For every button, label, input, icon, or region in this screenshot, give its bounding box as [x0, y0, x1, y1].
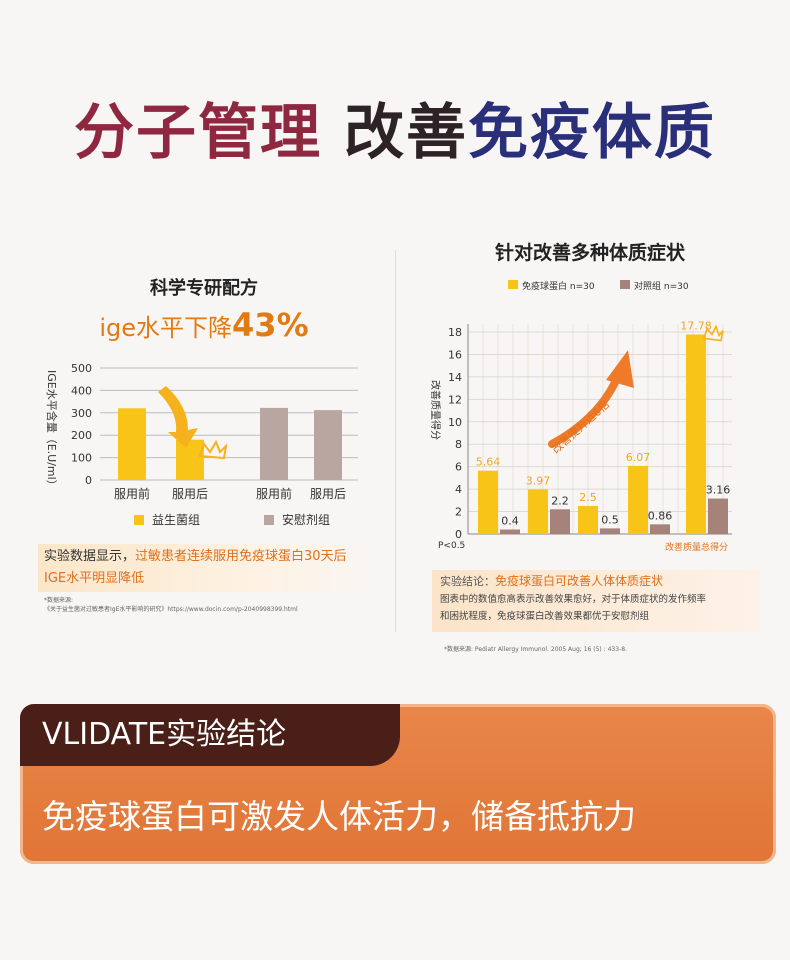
- y-tick-label: 200: [71, 429, 92, 442]
- p-value-label: P<0.5: [438, 541, 465, 551]
- y-tick-label: 6: [455, 461, 462, 474]
- down-arrow-icon: [158, 386, 198, 448]
- data-label: 6.07: [626, 451, 651, 464]
- y-tick-label: 8: [455, 438, 462, 451]
- up-arrow-icon: [548, 372, 622, 448]
- headline-part2: 改善: [344, 98, 468, 168]
- data-label: 3.97: [526, 474, 551, 487]
- x-tick-label: 服用前: [114, 486, 150, 501]
- y-tick-label: 0: [455, 528, 462, 541]
- note-headline: 免疫球蛋白可改善人体体质症状: [495, 574, 664, 588]
- note-highlight-2: IGE水平明显降低: [44, 571, 145, 586]
- bar: [686, 334, 706, 534]
- arrow-head-icon: [606, 350, 634, 388]
- data-label: 3.16: [706, 484, 731, 497]
- note-body-2: 和困扰程度，免疫球蛋白改善效果都优于安慰剂组: [440, 611, 650, 622]
- subtitle-percent: 43%: [232, 306, 309, 344]
- legend-label: 益生菌组: [152, 513, 200, 527]
- legend-swatch: [264, 515, 274, 525]
- y-axis-label: IGE水平含量（E.U/ml）: [45, 370, 59, 491]
- y-tick-label: 0: [85, 474, 92, 487]
- data-label: 2.5: [579, 491, 597, 504]
- bar: [628, 465, 648, 534]
- note-highlight-1: 过敏患者连续服用免疫球蛋白30天后: [135, 549, 347, 564]
- subtitle-text: ige水平下降: [99, 314, 233, 342]
- data-label: 0.86: [648, 509, 673, 522]
- legend-label: 免疫球蛋白 n=30: [522, 280, 595, 292]
- left-source: *数据来源: 《关于益生菌对过敏患者IgE水平影响的研究》https://www…: [44, 596, 384, 614]
- y-tick-label: 14: [448, 371, 462, 384]
- bar: [260, 407, 288, 480]
- note-prefix: 实验数据显示，: [44, 549, 136, 564]
- y-tick-label: 12: [448, 393, 462, 406]
- source-label: *数据来源:: [44, 597, 74, 604]
- data-label: 0.4: [501, 515, 519, 528]
- page-headline: 分子管理 改善免疫体质: [0, 84, 790, 171]
- legend-label: 安慰剂组: [282, 512, 330, 527]
- banner-tab: VLIDATE实验结论: [20, 704, 400, 766]
- y-tick-label: 2: [455, 506, 462, 519]
- right-panel-note: 实验结论：免疫球蛋白可改善人体体质症状 图表中的数值愈高表示改善效果愈好，对于体…: [432, 570, 760, 632]
- left-panel-note: 实验数据显示，过敏患者连续服用免疫球蛋白30天后 IGE水平明显降低: [38, 544, 378, 592]
- legend-swatch: [134, 515, 144, 525]
- bar: [314, 410, 342, 480]
- y-tick-label: 4: [455, 483, 462, 496]
- x-tick-label: 服用后: [310, 487, 346, 501]
- x-tick-label: 服用前: [256, 486, 292, 501]
- x-tick-label: 服用后: [172, 487, 208, 501]
- right-source: *数据来源: Pediatr Allergy Immunol. 2005 Aug…: [444, 646, 627, 653]
- note-label: 实验结论：: [440, 575, 495, 588]
- conclusion-banner: VLIDATE实验结论 免疫球蛋白可激发人体活力，储备抵抗力: [20, 704, 776, 864]
- y-tick-label: 16: [448, 348, 462, 361]
- banner-main-text: 免疫球蛋白可激发人体活力，储备抵抗力: [42, 797, 636, 836]
- bar: [578, 505, 598, 534]
- right-panel-title: 针对改善多种体质症状: [494, 242, 685, 264]
- headline-part1: 分子管理: [74, 98, 322, 168]
- bar: [118, 408, 146, 480]
- legend-swatch: [508, 280, 518, 289]
- bar: [176, 439, 204, 480]
- left-panel: 科学专研配方 ige水平下降43% 0 100 200 300 400 500 IGE水平含…: [28, 262, 380, 630]
- bar: [478, 470, 498, 534]
- legend-label: 对照组 n=30: [634, 280, 689, 292]
- data-label: 17.78: [680, 319, 712, 332]
- data-label: 0.5: [601, 513, 619, 526]
- left-panel-title: 科学专研配方: [150, 278, 258, 299]
- y-tick-label: 10: [448, 416, 462, 429]
- crown-icon: [198, 439, 228, 460]
- panel-divider: [395, 250, 396, 632]
- source-text: 《关于益生菌对过敏患者IgE水平影响的研究》https://www.docin.…: [44, 606, 298, 613]
- data-label: 2.2: [551, 494, 569, 507]
- note-body-1: 图表中的数值愈高表示改善效果愈好，对于体质症状的发作频率: [440, 594, 707, 605]
- bar: [708, 498, 728, 534]
- x-axis-label: 改善质量总得分: [665, 541, 728, 553]
- headline-part3: 免疫体质: [468, 98, 716, 168]
- bar: [600, 528, 620, 534]
- bar: [550, 509, 570, 534]
- legend-swatch: [620, 280, 630, 289]
- right-panel: 针对改善多种体质症状 免疫球蛋白 n=30 对照组 n=30 0 2 4 6 8 10 12 14…: [410, 228, 770, 658]
- y-tick-label: 300: [71, 407, 92, 420]
- y-tick-label: 100: [71, 452, 92, 465]
- crown-icon: [702, 324, 724, 342]
- y-tick-label: 400: [71, 384, 92, 397]
- y-tick-label: 18: [448, 326, 462, 339]
- y-axis-label: 改善质量得分: [429, 380, 442, 440]
- ige-bar-chart: 0 100 200 300 400 500 IGE水平含量（E.U/ml） 服用前 服用后 服用前…: [45, 362, 358, 527]
- y-tick-label: 500: [71, 362, 92, 375]
- symptom-bar-chart: 免疫球蛋白 n=30 对照组 n=30 0 2 4 6 8 10 12 14 16 18 改善质量得分 P…: [429, 280, 732, 553]
- data-label: 5.64: [476, 456, 501, 469]
- left-panel-subtitle: ige水平下降43%: [28, 306, 380, 344]
- bar: [528, 489, 548, 534]
- bar: [500, 529, 520, 534]
- bar: [650, 524, 670, 534]
